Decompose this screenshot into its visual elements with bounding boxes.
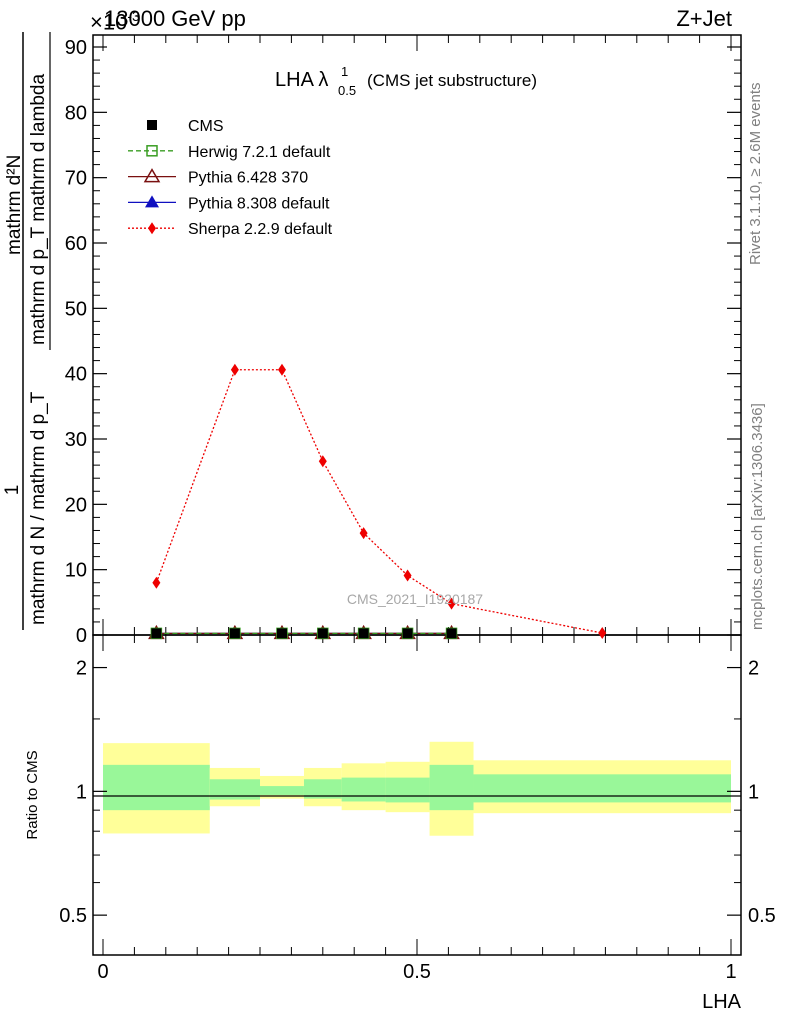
ratio-inner-band-4 [341, 777, 386, 802]
legend-label: Sherpa 2.2.9 default [188, 221, 333, 238]
plot-title-suffix: (CMS jet substructure) [367, 71, 537, 90]
ratio-inner-band-6 [429, 764, 474, 811]
series-sherpa-2-2-9-default [152, 363, 607, 640]
y-exponent-base: ×10 [90, 9, 128, 35]
y-label-denominator: mathrm d N / mathrm d p_T [28, 391, 49, 625]
legend-label: Pythia 8.308 default [188, 195, 330, 212]
ratio-y-tick-label-right-1: 1 [748, 781, 759, 803]
series-point [317, 628, 328, 639]
legend-item-2: Pythia 6.428 370 [128, 168, 308, 187]
x-ticks: 0 0.5 1 [97, 35, 737, 983]
main-y-tick-label-9: 90 [65, 37, 87, 59]
header-left: 13000 GeV pp [104, 6, 246, 31]
ratio-inner-band-5 [385, 777, 430, 803]
legend-label: CMS [188, 118, 224, 135]
main-y-axis-label: 1 mathrm d N / mathrm d p_T mathrm d²N m… [2, 32, 51, 630]
series-point [598, 627, 607, 640]
main-y-tick-label-1: 10 [65, 560, 87, 582]
legend-label: Pythia 6.428 370 [188, 170, 308, 187]
y-exponent: ×10-3 [90, 8, 140, 35]
ratio-inner-band-1 [209, 779, 260, 800]
x-axis-label: LHA [702, 991, 742, 1013]
series-point [276, 628, 287, 639]
ratio-y-ticks: 0.5 0.5 1 1 2 2 [59, 658, 776, 928]
series-point [230, 363, 239, 376]
series-layer [148, 363, 607, 640]
ratio-y-axis-label: Ratio to CMS [24, 750, 41, 839]
series-point [402, 628, 413, 639]
y-exponent-power: -3 [127, 8, 140, 24]
series-line [155, 369, 603, 634]
x-tick-label-0: 0 [97, 961, 108, 983]
series-point [151, 628, 162, 639]
series-point [277, 363, 286, 376]
series-point [359, 527, 368, 540]
mcplots-label: mcplots.cern.ch [arXiv:1306.3436] [749, 403, 766, 630]
ratio-y-tick-label-1: 1 [76, 781, 87, 803]
ratio-y-tick-label-right-0: 0.5 [748, 905, 776, 927]
plot-title-sup: 1 [341, 64, 348, 79]
series-point [446, 628, 457, 639]
ratio-y-tick-label-2: 2 [76, 658, 87, 680]
main-y-tick-label-4: 40 [65, 364, 87, 386]
legend-item-1: Herwig 7.2.1 default [128, 144, 331, 161]
y-label-numerator: mathrm d²N [4, 155, 25, 255]
legend-marker [147, 120, 157, 130]
series-point [152, 576, 161, 589]
main-y-tick-label-6: 60 [65, 233, 87, 255]
legend-item-0: CMS [147, 118, 224, 135]
x-tick-label-1: 0.5 [403, 961, 431, 983]
rivet-label: Rivet 3.1.10, ≥ 2.6M events [747, 83, 764, 266]
main-y-tick-label-7: 70 [65, 168, 87, 190]
watermark: CMS_2021_I1920187 [347, 591, 483, 607]
legend-item-3: Pythia 8.308 default [128, 195, 330, 212]
legend-marker [143, 168, 161, 183]
ratio-inner-band-2 [260, 786, 304, 795]
main-y-tick-label-5: 50 [65, 298, 87, 320]
ratio-inner-band-0 [103, 764, 210, 811]
ratio-inner-band-7 [473, 774, 731, 803]
series-point [447, 597, 456, 610]
plot-title-sub: 0.5 [338, 83, 356, 98]
legend-item-4: Sherpa 2.2.9 default [128, 221, 333, 238]
header-right: Z+Jet [676, 6, 732, 31]
ratio-inner-band-3 [303, 779, 342, 799]
main-y-tick-label-2: 20 [65, 494, 87, 516]
series-point [358, 628, 369, 639]
legend-marker [146, 145, 158, 157]
main-y-ticks: 0 10 20 30 40 50 60 70 80 90 [65, 37, 741, 647]
main-y-tick-label-0: 0 [76, 625, 87, 647]
ratio-bands [103, 741, 731, 836]
legend-marker [148, 222, 156, 235]
plot-title-main: LHA λ [275, 69, 328, 91]
ratio-y-tick-label-right-2: 2 [748, 658, 759, 680]
legend: CMS Herwig 7.2.1 default Pythia 6.428 370 P… [128, 118, 333, 238]
series-point [403, 569, 412, 582]
main-y-tick-label-8: 80 [65, 102, 87, 124]
ratio-y-tick-label-0: 0.5 [59, 905, 87, 927]
legend-label: Herwig 7.2.1 default [188, 144, 331, 161]
legend-marker [145, 195, 159, 208]
series-cms [151, 628, 457, 639]
plot-title: LHA λ 1 0.5 (CMS jet substructure) [275, 64, 537, 98]
series-point [318, 455, 327, 468]
y-label-numerator-tail: mathrm d p_T mathrm d lambda [28, 74, 49, 345]
series-point [229, 628, 240, 639]
x-tick-label-2: 1 [725, 961, 736, 983]
main-y-tick-label-3: 30 [65, 429, 87, 451]
y-label-one: 1 [2, 485, 23, 496]
